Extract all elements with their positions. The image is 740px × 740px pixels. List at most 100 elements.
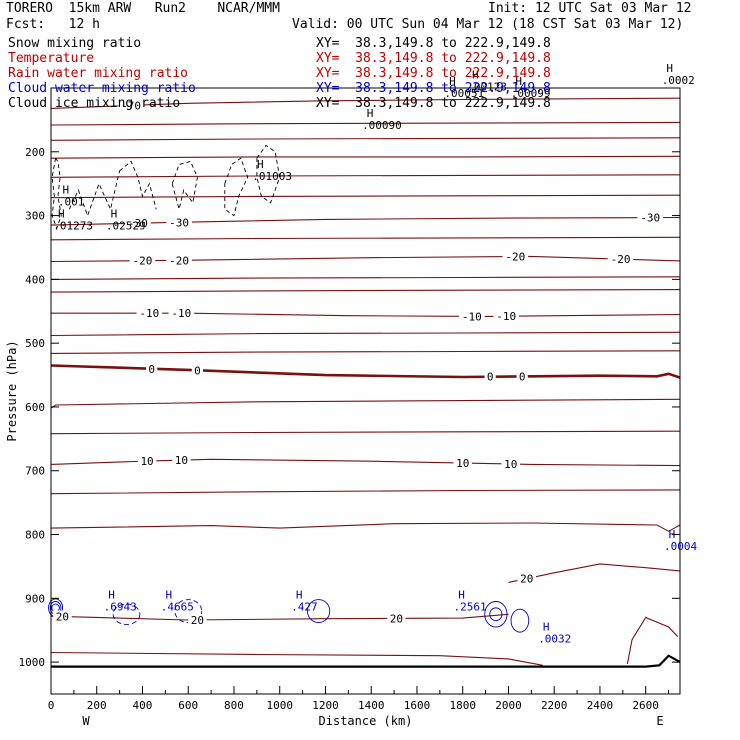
snow-max-value: .00090: [362, 119, 402, 132]
isotherm-label-bg: [146, 362, 158, 375]
isotherm-label--10: -10: [462, 310, 482, 323]
isotherm-label--20: -20: [169, 254, 189, 267]
cloud-water-contour: [484, 601, 508, 628]
cloud-water-max-H: H: [543, 620, 550, 633]
snow-contour: [224, 157, 249, 217]
field-name-rain: Rain water mixing ratio: [8, 66, 189, 81]
cloud-water-max-value: .0004: [664, 540, 697, 553]
isotherm-2: [50, 137, 681, 141]
snow-contour: [68, 170, 121, 217]
isotherm-label-bg: [453, 456, 472, 469]
isotherm-label-bg: [516, 370, 528, 383]
snow-max-H: H: [367, 107, 374, 120]
isotherm-label-bg: [172, 454, 191, 467]
y-axis-title: Pressure (hPa): [5, 340, 19, 441]
cloud-water-max-value: .6943: [104, 601, 137, 614]
x-tick-label: 400: [133, 699, 153, 712]
isotherm-label-bg: [517, 572, 536, 585]
valid-time: Valid: 00 UTC Sun 04 Mar 12 (18 CST Sat …: [292, 17, 684, 32]
isotherm-label-bg: [129, 254, 156, 267]
x-tick-label: 2000: [495, 699, 522, 712]
x-tick-label: 1400: [358, 699, 385, 712]
isotherm-label-bg: [125, 217, 151, 230]
isotherm-5: [50, 194, 681, 199]
isotherm-12: [50, 331, 681, 337]
contour-labels: -70 -30 -30 -30 -20 -20 -20 -20 -10 -10 -10 -10 0 0 0 0…: [53, 62, 697, 645]
model-title: TORERO 15km ARW Run2 NCAR/MMM: [6, 1, 280, 16]
isotherm-label-bg: [188, 613, 207, 626]
temperature-contours: [50, 97, 681, 666]
isotherm-7: [50, 236, 681, 241]
cloud-water-contour: [489, 607, 503, 622]
isotherm-10: [50, 289, 681, 293]
isotherm-label-bg: [53, 610, 72, 623]
ground-line: [51, 654, 681, 668]
isotherm-4: [50, 174, 681, 178]
cloud-water-max-H: H: [669, 528, 676, 541]
cloud-water-max-H: H: [108, 589, 115, 602]
cloud-water-max-value: .427: [291, 601, 318, 614]
cloud-water-contour: [510, 608, 530, 633]
ground-surface: [51, 654, 681, 668]
isotherm-15: [50, 398, 681, 409]
isotherm-23: [626, 616, 679, 665]
snow-max-value: .00123: [467, 81, 507, 94]
isotherm-label-0: 0: [519, 370, 526, 383]
isotherm-label-20: 20: [390, 612, 403, 625]
isotherm-label--20: -20: [505, 251, 525, 264]
y-tick-label: 500: [25, 337, 45, 350]
x-tick-label: 800: [224, 699, 244, 712]
isotherm-label--10: -10: [171, 307, 191, 320]
isotherm-label--10: -10: [139, 307, 159, 320]
isotherm-0: [50, 364, 681, 379]
x-tick-label: 1600: [404, 699, 431, 712]
isotherm-label--20: -20: [611, 253, 631, 266]
isotherm-label-0: 0: [148, 363, 155, 376]
isotherm-9: [50, 276, 681, 280]
isotherm-label-bg: [137, 455, 157, 468]
cloud-water-max-H: H: [165, 589, 172, 602]
plot-frame: [50, 87, 681, 695]
cloud-water-max-H: H: [296, 589, 303, 602]
isotherm-label-bg: [118, 99, 144, 112]
isotherm-18: [50, 489, 681, 495]
isotherm-label-bg: [493, 310, 519, 323]
isotherm-label-bg: [136, 307, 163, 320]
cloud-water-max-value: .4665: [161, 601, 194, 614]
isotherm-label--30: -30: [128, 217, 148, 230]
init-time: Init: 12 UTC Sat 03 Mar 12: [488, 1, 692, 16]
isotherm-label-bg: [607, 253, 634, 266]
isotherm-label--20: -20: [133, 255, 153, 268]
field-name-temperature: Temperature: [8, 51, 95, 66]
field-name-cloud-water: Cloud water mixing ratio: [8, 81, 196, 96]
cloud-ice-max-H: H: [449, 75, 456, 88]
x-tick-label: 0: [48, 699, 55, 712]
y-tick-label: 1000: [19, 656, 46, 669]
cloud-ice-max-value: .00051: [444, 87, 484, 100]
y-tick-label: 800: [25, 529, 45, 542]
cloud-water-max-H: H: [458, 589, 465, 602]
y-tick-label: 300: [25, 210, 45, 223]
cloud-ice-max-value: .0002: [662, 74, 695, 87]
snow-max-value: .01273: [53, 220, 93, 233]
snow-max-value: .01003: [252, 170, 292, 183]
isotherm-16: [50, 430, 681, 435]
x-tick-label: 2200: [541, 699, 568, 712]
isotherm-label-bg: [637, 211, 664, 224]
x-tick-label: 600: [178, 699, 198, 712]
field-name-cloud-ice: Cloud ice mixing ratio: [8, 96, 181, 111]
snow-max-H: H: [257, 158, 264, 171]
field-xy-cloud-ice: XY= 38.3,149.8 to 222.9,149.8: [316, 96, 551, 111]
isotherm-label-bg: [484, 370, 496, 383]
snow-max-value: .001: [58, 195, 85, 208]
x-tick-label: 1000: [266, 699, 293, 712]
isotherm-label--30: -30: [169, 216, 189, 229]
field-xy-cloud-water: XY= 38.3,149.8 to 222.9,149.8: [316, 81, 551, 96]
isotherm-label-10: 10: [456, 457, 469, 470]
snow-contour: [119, 160, 157, 210]
y-tick-label: 400: [25, 273, 45, 286]
cloud-water-contour: [112, 603, 141, 625]
isotherm-label-20: 20: [520, 573, 533, 586]
snow-max-H: H: [58, 208, 65, 221]
